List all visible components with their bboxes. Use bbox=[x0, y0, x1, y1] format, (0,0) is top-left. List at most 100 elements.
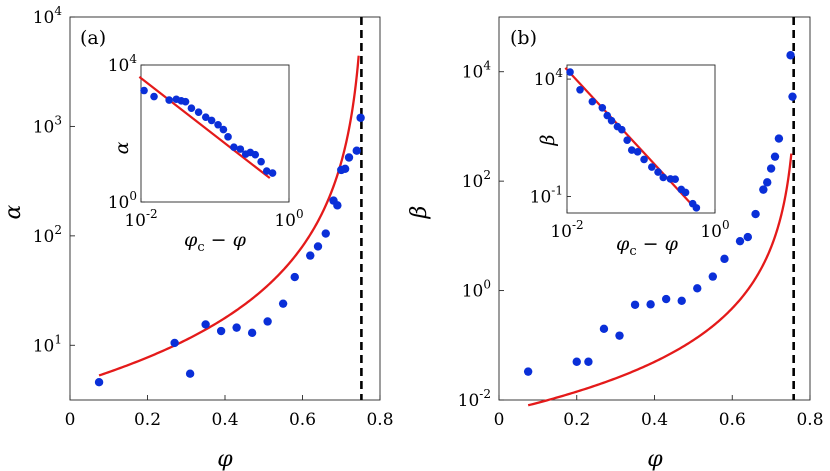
panel-b-inset-x-axis-label: φc − φ bbox=[616, 233, 679, 259]
panel-a-inset-y-axis-label: α bbox=[111, 141, 133, 154]
panel-a-y-axis-label: α bbox=[1, 204, 26, 219]
panel-b-data-point bbox=[774, 134, 784, 143]
panel-b-xtick-label: 0.6 bbox=[719, 410, 746, 430]
panel-b-inset-data-point bbox=[654, 168, 662, 176]
panel-a-ytick-label: 104 bbox=[33, 4, 63, 28]
panel-b-data-point bbox=[615, 331, 624, 340]
panel-b-inset-fit-line bbox=[564, 67, 699, 212]
panel-b-ytick-label: 102 bbox=[462, 168, 491, 192]
panel-a-inset-data-point bbox=[194, 108, 203, 116]
panel-b-fit-curve bbox=[527, 153, 793, 407]
panel-a-inset-data-point bbox=[230, 143, 238, 151]
panel-a-inset-data-point bbox=[207, 116, 216, 125]
panel-b-data-point bbox=[661, 294, 671, 304]
panel-b-inset-data-point bbox=[692, 204, 701, 212]
panel-a-xtick-label: 0.6 bbox=[289, 410, 316, 430]
panel-b-data-point bbox=[786, 51, 795, 60]
panel-a-data-point bbox=[263, 317, 272, 326]
panel-b-inset: 10-2 100 104 10-1 φc − φ β bbox=[530, 64, 730, 259]
panel-a-data-point bbox=[185, 369, 195, 378]
panel-b-data-point bbox=[770, 152, 780, 161]
panel-a-inset-xtick-label: 100 bbox=[274, 207, 303, 231]
panel-b-xtick-label: 0 bbox=[494, 410, 505, 430]
panel-a-data-point bbox=[340, 164, 350, 174]
panel-b-data-point bbox=[599, 324, 609, 334]
panel-a-data-point bbox=[216, 326, 226, 336]
panel-a-inset-fit-line bbox=[138, 76, 271, 179]
panel-b-ytick-label: 100 bbox=[462, 278, 491, 302]
panel-a-x-axis-label: φ bbox=[217, 447, 233, 471]
panel-a-data-point bbox=[344, 153, 354, 162]
panel-a-inset-data-point bbox=[268, 169, 277, 177]
panel-b-ytick-label: 104 bbox=[462, 59, 492, 83]
panel-a-inset-data-point bbox=[262, 167, 271, 175]
panel-b-inset-data-point bbox=[598, 103, 607, 112]
panel-b-data-point bbox=[708, 272, 718, 281]
panel-b-xtick-label: 0.2 bbox=[563, 410, 590, 430]
panel-a-data-point bbox=[306, 251, 315, 260]
panel-a-data-point bbox=[321, 229, 330, 238]
panel-b-data-point bbox=[766, 164, 776, 173]
panel-a-inset-data-point bbox=[236, 145, 245, 153]
panel-b-inset-data-point bbox=[633, 148, 642, 156]
panel-b-data-point bbox=[677, 296, 686, 306]
panel-a-data-point bbox=[201, 320, 210, 329]
panel-b-inset-data-point bbox=[648, 163, 656, 171]
panel-a-inset-box bbox=[140, 64, 290, 203]
panel-b-inset-data-point bbox=[566, 68, 574, 76]
panel-b-inset-xtick-label: 10-2 bbox=[550, 218, 583, 242]
panel-b-data-point bbox=[788, 92, 797, 101]
panel-b-data-point bbox=[523, 367, 533, 376]
panel-a-ytick-label: 102 bbox=[33, 223, 62, 247]
panel-a-inset-data-point bbox=[140, 86, 148, 95]
panel-a-xtick-label: 0.8 bbox=[366, 410, 393, 430]
panel-b-ytick-label: 10-2 bbox=[458, 387, 491, 411]
panel-a-data-point bbox=[232, 323, 241, 332]
panel-b-inset-data-point bbox=[623, 136, 631, 145]
panel-a-inset-data-point bbox=[251, 150, 260, 159]
panel-a-inset-data-point bbox=[165, 96, 173, 104]
panel-b-inset-xtick-label: 100 bbox=[700, 218, 729, 242]
panel-a-data-point bbox=[170, 338, 179, 348]
panel-a-inset-data-point bbox=[214, 120, 222, 129]
panel-b-inset-data-point bbox=[640, 155, 648, 164]
panel-a-inset-xtick-label: 10-2 bbox=[124, 207, 157, 231]
panel-a-label: (a) bbox=[80, 27, 106, 49]
panel-a-inset-data-point bbox=[201, 113, 210, 121]
panel-b-inset-data-point bbox=[603, 111, 612, 120]
panel-a-inset-data-point bbox=[187, 104, 196, 112]
panel-b-data-point bbox=[763, 178, 772, 187]
panel-a-inset-ytick-label: 104 bbox=[108, 52, 138, 76]
panel-b-data-point bbox=[572, 357, 581, 366]
panel-a-xtick-label: 0 bbox=[65, 410, 76, 430]
panel-a-xtick-label: 0.2 bbox=[134, 410, 161, 430]
panel-b-data-point bbox=[584, 357, 593, 366]
panel-b-data-point bbox=[735, 236, 745, 246]
panel-b-inset-ytick-label: 10-1 bbox=[530, 184, 563, 208]
panel-b-x-axis-label: φ bbox=[647, 447, 663, 471]
panel-b-data-point bbox=[646, 300, 655, 309]
panel-b-y-axis-label: β bbox=[407, 206, 432, 220]
panel-b-data-point bbox=[759, 185, 768, 194]
panel-a-data-point bbox=[247, 328, 257, 338]
panel-a-data-point bbox=[278, 299, 288, 308]
panel-a-data-point bbox=[352, 146, 361, 155]
panel-a-inset-data-point bbox=[219, 125, 228, 134]
panel-a-data-point bbox=[356, 113, 365, 122]
panel-b-inset-data-point bbox=[659, 173, 668, 182]
panel-b-data-point bbox=[751, 209, 760, 219]
panel-b-inset-y-axis-label: β bbox=[537, 134, 559, 146]
panel-b-data-point bbox=[693, 284, 702, 293]
panel-a-inset-data-point bbox=[181, 97, 190, 106]
panel-a-xtick-label: 0.4 bbox=[211, 410, 238, 430]
panel-b-data-point bbox=[630, 300, 640, 309]
panel-a-inset-x-axis-label: φc − φ bbox=[184, 229, 247, 255]
panel-a-inset-data-point bbox=[257, 157, 265, 166]
panel-b-inset-data-point bbox=[588, 97, 597, 106]
panel-b-inset-data-point bbox=[681, 188, 690, 197]
panel-a-inset-data-point bbox=[150, 92, 158, 101]
panel-a-inset-ytick-label: 100 bbox=[108, 189, 137, 213]
panel-a-data-point bbox=[333, 201, 342, 210]
